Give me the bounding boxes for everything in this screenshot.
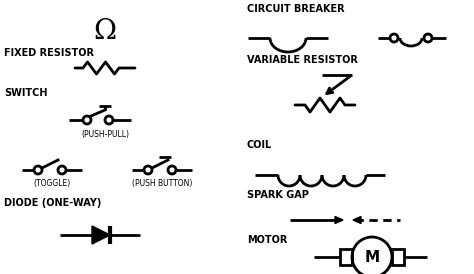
Text: CIRCUIT BREAKER: CIRCUIT BREAKER — [247, 4, 345, 14]
Text: (PUSH BUTTON): (PUSH BUTTON) — [132, 179, 192, 188]
Text: FIXED RESISTOR: FIXED RESISTOR — [4, 48, 94, 58]
Polygon shape — [92, 226, 110, 244]
Text: MOTOR: MOTOR — [247, 235, 287, 245]
Text: M: M — [365, 250, 380, 264]
Text: (TOGGLE): (TOGGLE) — [33, 179, 71, 188]
Text: SWITCH: SWITCH — [4, 88, 47, 98]
Text: (PUSH-PULL): (PUSH-PULL) — [81, 130, 129, 139]
Text: DIODE (ONE-WAY): DIODE (ONE-WAY) — [4, 198, 101, 208]
Bar — [340, 249, 352, 265]
Text: VARIABLE RESISTOR: VARIABLE RESISTOR — [247, 55, 358, 65]
Text: Ω: Ω — [93, 18, 117, 45]
FancyArrow shape — [333, 216, 343, 224]
Text: COIL: COIL — [247, 140, 272, 150]
Text: SPARK GAP: SPARK GAP — [247, 190, 309, 200]
FancyArrow shape — [353, 216, 363, 224]
Bar — [392, 249, 404, 265]
